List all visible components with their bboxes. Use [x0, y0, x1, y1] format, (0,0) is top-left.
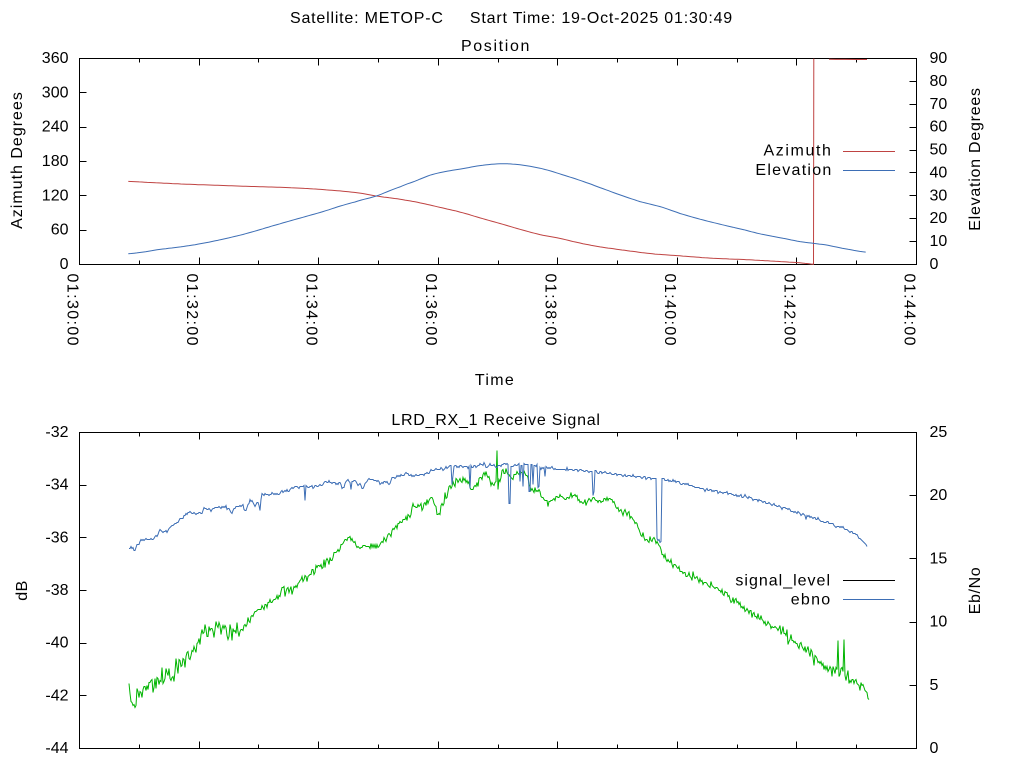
svg-text:0: 0 — [930, 740, 939, 757]
svg-text:70: 70 — [930, 96, 948, 113]
svg-text:01:42:00: 01:42:00 — [781, 274, 798, 347]
svg-text:01:38:00: 01:38:00 — [542, 274, 559, 347]
svg-text:ebno: ebno — [791, 592, 832, 609]
svg-text:20: 20 — [930, 487, 948, 504]
svg-text:Time: Time — [475, 372, 515, 389]
svg-text:60: 60 — [930, 119, 948, 136]
svg-text:Elevation: Elevation — [755, 162, 832, 179]
svg-text:-42: -42 — [45, 687, 68, 704]
svg-text:-40: -40 — [45, 635, 68, 652]
svg-text:180: 180 — [42, 153, 69, 170]
svg-text:360: 360 — [42, 50, 69, 67]
svg-text:Azimuth: Azimuth — [764, 143, 833, 160]
svg-text:Satellite: METOP-C Start T: Satellite: METOP-C Start Time: 19-Oct-20… — [290, 10, 733, 27]
svg-text:15: 15 — [930, 550, 948, 567]
svg-text:LRD_RX_1 Receive Signal: LRD_RX_1 Receive Signal — [391, 412, 600, 429]
svg-text:-38: -38 — [45, 582, 68, 599]
svg-text:0: 0 — [60, 256, 69, 273]
svg-text:01:36:00: 01:36:00 — [422, 274, 439, 347]
svg-text:20: 20 — [930, 210, 948, 227]
svg-text:10: 10 — [930, 614, 948, 631]
svg-text:-44: -44 — [45, 740, 68, 757]
svg-text:signal_level: signal_level — [735, 572, 831, 589]
svg-text:30: 30 — [930, 187, 948, 204]
svg-text:240: 240 — [42, 119, 69, 136]
svg-text:80: 80 — [930, 73, 948, 90]
svg-text:120: 120 — [42, 187, 69, 204]
svg-text:0: 0 — [930, 256, 939, 273]
svg-text:-32: -32 — [45, 424, 68, 441]
svg-text:Position: Position — [461, 38, 531, 55]
svg-text:60: 60 — [51, 222, 69, 239]
svg-text:01:40:00: 01:40:00 — [661, 274, 678, 347]
svg-text:Eb/No: Eb/No — [967, 567, 984, 614]
svg-text:40: 40 — [930, 164, 948, 181]
svg-text:dB: dB — [14, 580, 31, 601]
svg-text:90: 90 — [930, 50, 948, 67]
svg-text:01:32:00: 01:32:00 — [183, 274, 200, 347]
svg-text:-34: -34 — [45, 477, 68, 494]
svg-text:50: 50 — [930, 142, 948, 159]
svg-text:-36: -36 — [45, 529, 68, 546]
svg-text:5: 5 — [930, 677, 939, 694]
svg-text:01:30:00: 01:30:00 — [63, 274, 80, 347]
svg-text:01:44:00: 01:44:00 — [900, 274, 917, 347]
svg-text:01:34:00: 01:34:00 — [302, 274, 319, 347]
svg-text:300: 300 — [42, 84, 69, 101]
svg-text:25: 25 — [930, 424, 948, 441]
svg-text:Azimuth Degrees: Azimuth Degrees — [9, 91, 26, 229]
svg-text:Elevation Degrees: Elevation Degrees — [967, 87, 984, 231]
svg-text:10: 10 — [930, 233, 948, 250]
